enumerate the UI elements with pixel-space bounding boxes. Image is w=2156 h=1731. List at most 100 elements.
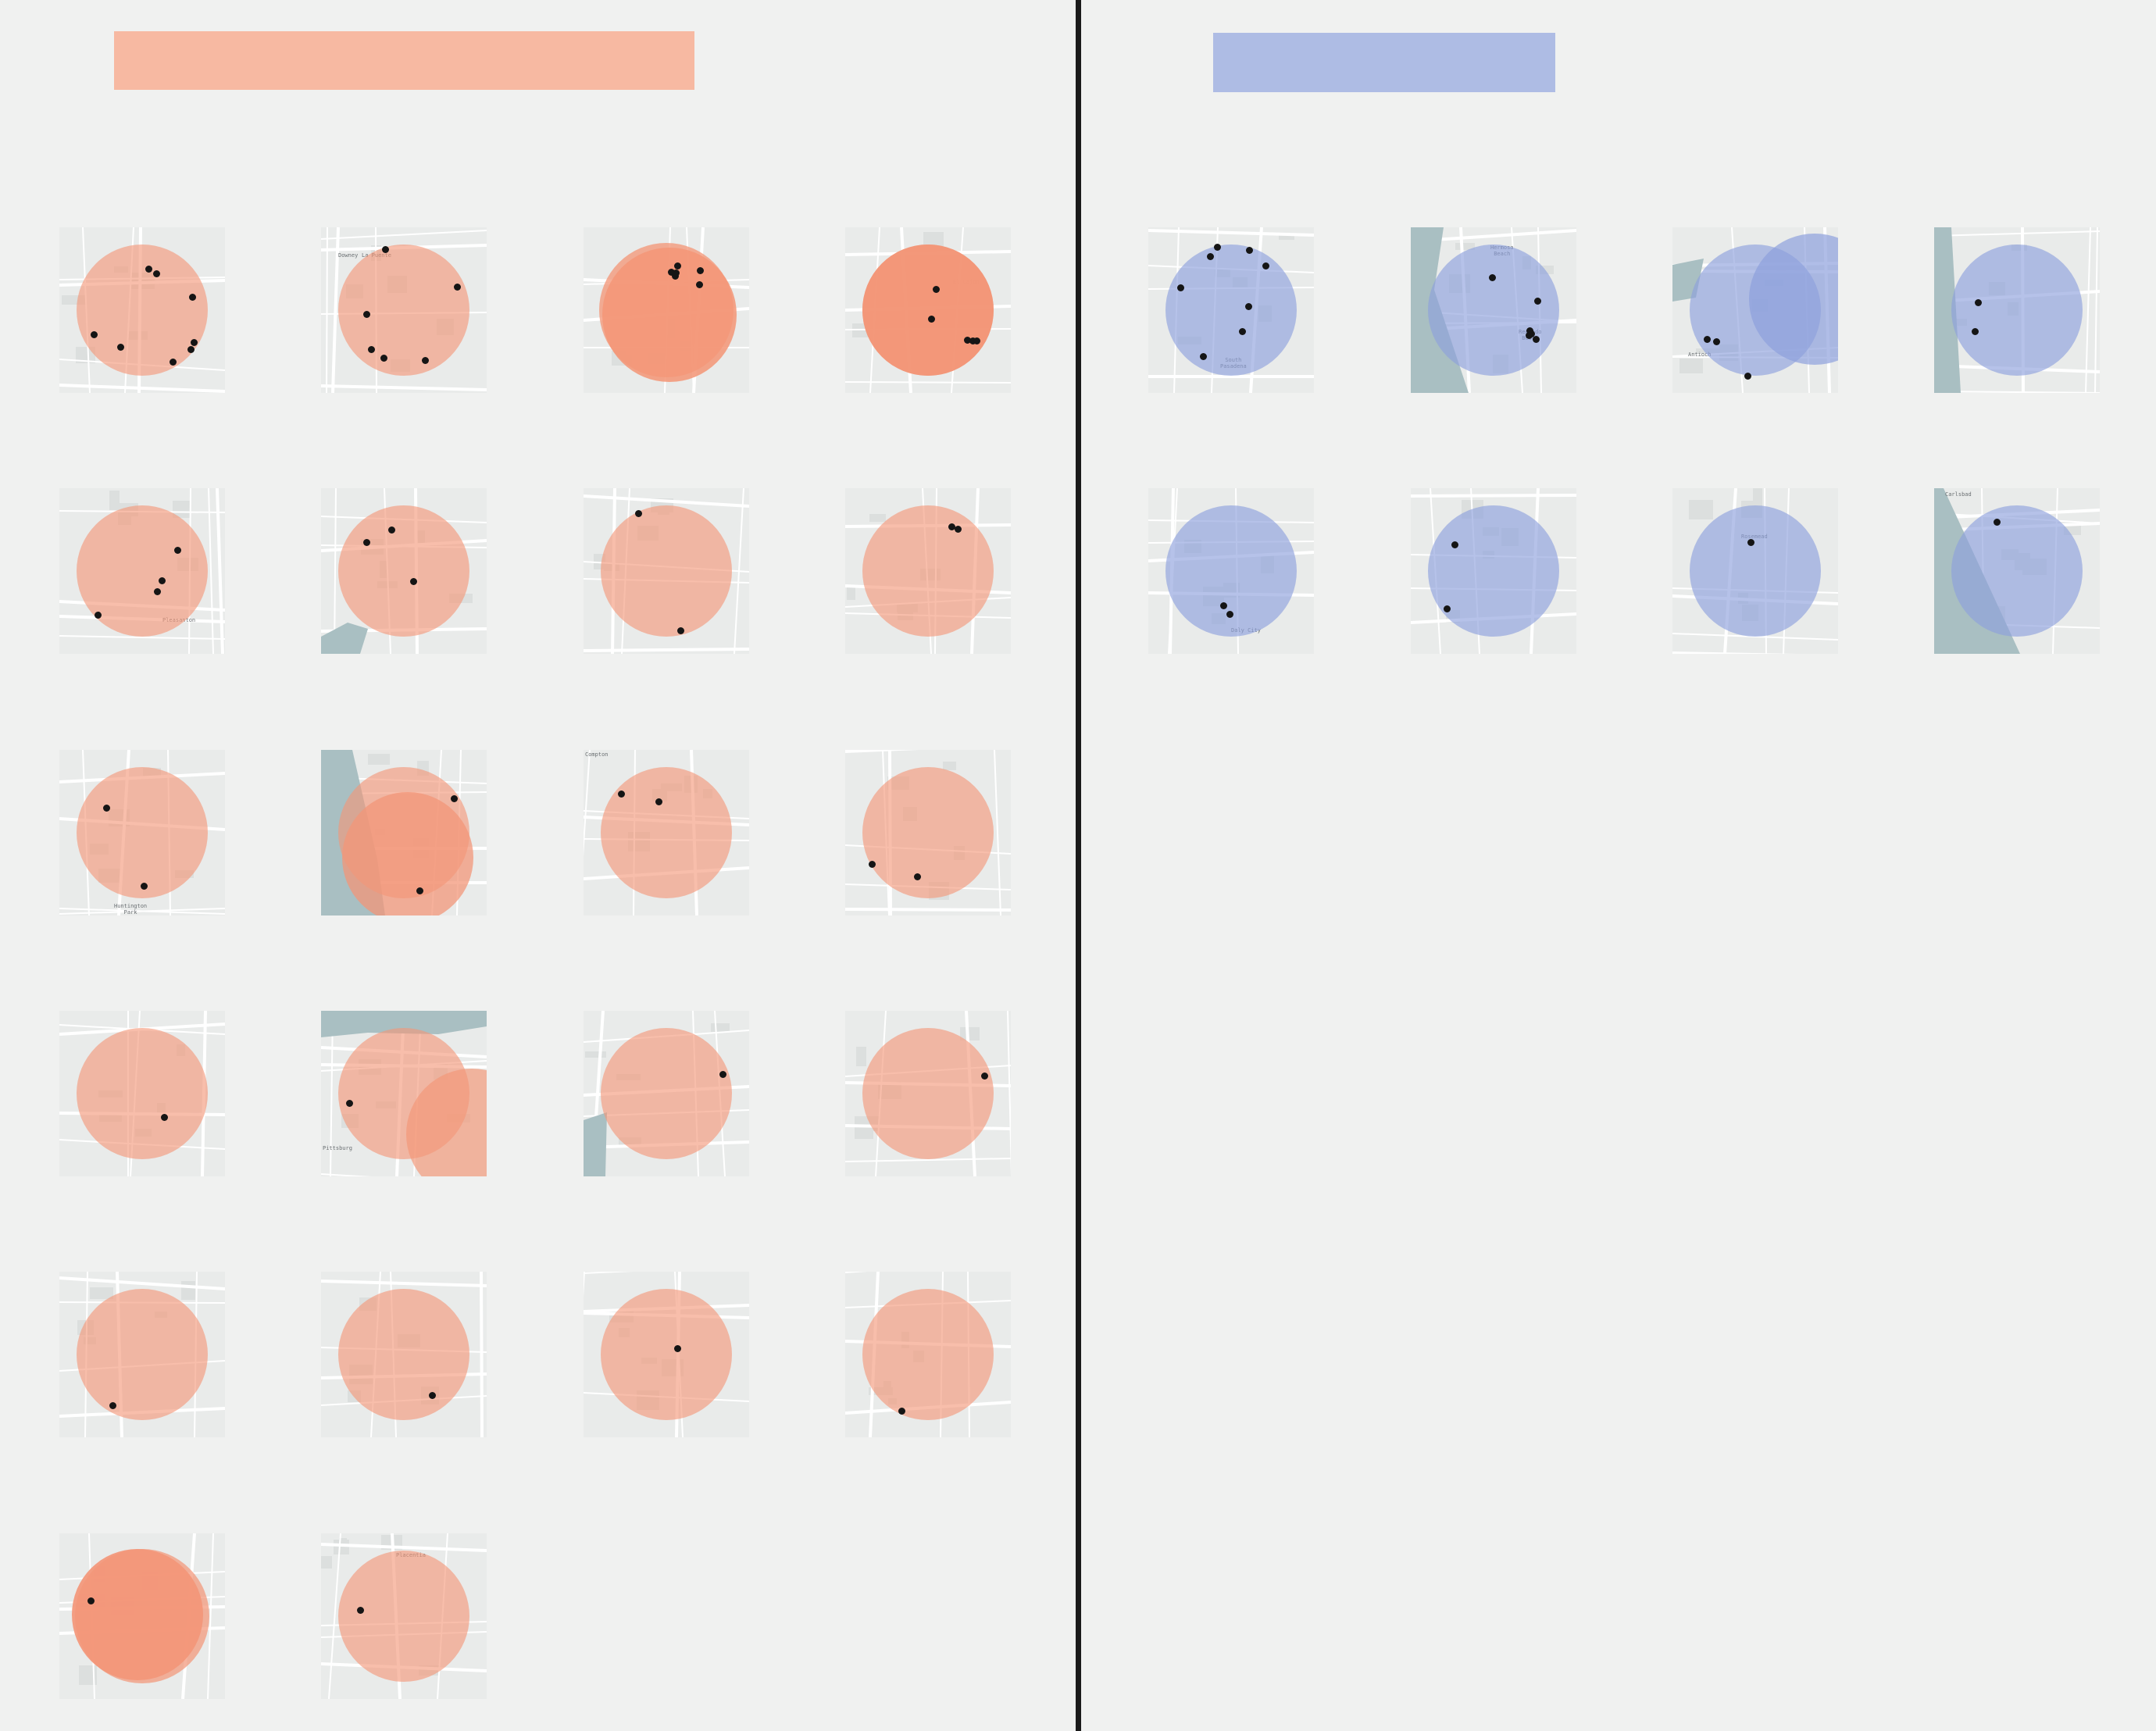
- map-road: [2094, 227, 2098, 393]
- map-road: [845, 381, 1011, 384]
- map-tile: Antioch: [1672, 227, 1838, 393]
- map-road: [59, 908, 225, 915]
- point-marker-icon: [145, 266, 152, 273]
- point-marker-icon: [109, 1402, 116, 1409]
- point-marker-icon: [154, 588, 161, 595]
- map-water: [321, 623, 368, 654]
- point-marker-icon: [948, 523, 955, 530]
- radius-circle: [342, 792, 473, 915]
- radius-circle: [1428, 505, 1559, 637]
- map-road: [334, 488, 337, 654]
- point-marker-icon: [1747, 539, 1754, 546]
- point-marker-icon: [174, 547, 181, 554]
- point-marker-icon: [955, 526, 962, 533]
- radius-circle: [77, 1289, 208, 1420]
- radius-circle: [1951, 505, 2083, 637]
- point-marker-icon: [161, 1114, 168, 1121]
- map-tile: [59, 1272, 225, 1437]
- map-tile: [1411, 488, 1576, 654]
- radius-circle: [862, 244, 994, 376]
- map-road: [330, 1011, 334, 1176]
- map-tile: El Cajon: [845, 227, 1011, 393]
- point-marker-icon: [1200, 353, 1207, 360]
- point-marker-icon: [674, 262, 681, 269]
- map-tile: [59, 227, 225, 393]
- point-marker-icon: [429, 1392, 436, 1399]
- point-marker-icon: [674, 1345, 681, 1352]
- point-marker-icon: [1226, 611, 1233, 618]
- map-block: [181, 1281, 195, 1300]
- point-marker-icon: [1239, 328, 1246, 335]
- map-road: [845, 908, 1011, 912]
- map-tile: [584, 227, 749, 393]
- map-road: [1934, 391, 2100, 393]
- point-marker-icon: [117, 344, 124, 351]
- map-tile: Hermosa BeachRedondo Beach: [1411, 227, 1576, 393]
- radius-circle: [862, 1028, 994, 1159]
- map-block: [847, 585, 855, 600]
- map-road: [331, 227, 340, 393]
- point-marker-icon: [1245, 303, 1252, 310]
- point-marker-icon: [1744, 373, 1751, 380]
- radius-circle: [1690, 505, 1821, 637]
- map-block: [943, 762, 956, 770]
- map-water: [1934, 227, 1961, 393]
- left-panel-header-bar: [114, 31, 694, 90]
- point-marker-icon: [696, 281, 703, 288]
- radius-circle: [338, 505, 469, 637]
- map-tile: [584, 1272, 749, 1437]
- point-marker-icon: [973, 337, 980, 344]
- right-panel-header-bar: [1213, 33, 1555, 92]
- point-marker-icon: [346, 1100, 353, 1107]
- point-marker-icon: [416, 887, 423, 894]
- map-block: [1689, 500, 1713, 519]
- point-marker-icon: [1713, 338, 1720, 345]
- radius-circle: [338, 1551, 469, 1682]
- radius-circle: [862, 767, 994, 898]
- place-label: Huntington Park: [114, 903, 148, 915]
- place-label: Carlsbad: [1945, 491, 1972, 498]
- point-marker-icon: [869, 861, 876, 868]
- point-marker-icon: [1214, 244, 1221, 251]
- map-block: [923, 232, 944, 248]
- point-marker-icon: [673, 269, 680, 277]
- map-road: [321, 1280, 487, 1287]
- place-label: Downey: [338, 252, 359, 259]
- point-marker-icon: [1444, 605, 1451, 612]
- point-marker-icon: [363, 539, 370, 546]
- map-tile: [321, 1272, 487, 1437]
- point-marker-icon: [928, 316, 935, 323]
- map-tile: South Pasadena: [1148, 227, 1314, 393]
- point-marker-icon: [388, 526, 395, 534]
- point-marker-icon: [153, 270, 160, 277]
- radius-circle: [862, 1289, 994, 1420]
- point-marker-icon: [159, 577, 166, 584]
- point-marker-icon: [1207, 253, 1214, 260]
- map-tile: Placentia: [321, 1533, 487, 1699]
- map-tile: Pleasanton: [59, 488, 225, 654]
- map-road: [1934, 230, 2100, 237]
- map-tile: [59, 1533, 225, 1699]
- point-marker-icon: [635, 510, 642, 517]
- point-marker-icon: [363, 311, 370, 318]
- point-marker-icon: [451, 795, 458, 802]
- map-road: [208, 488, 214, 654]
- map-tile: Daly City: [1148, 488, 1314, 654]
- map-block: [90, 1287, 113, 1299]
- place-label: Pittsburg: [323, 1145, 352, 1151]
- map-tile: Huntington Park: [59, 750, 225, 915]
- map-road: [584, 494, 749, 508]
- radius-circle: [601, 505, 732, 637]
- point-marker-icon: [677, 627, 684, 634]
- radius-circle: [862, 505, 994, 637]
- point-marker-icon: [719, 1071, 726, 1078]
- map-block: [368, 754, 390, 765]
- map-tile: [321, 488, 487, 654]
- point-marker-icon: [969, 337, 976, 344]
- map-block: [869, 514, 886, 522]
- point-marker-icon: [898, 1408, 905, 1415]
- point-marker-icon: [1489, 274, 1496, 281]
- map-block: [1279, 234, 1294, 240]
- point-marker-icon: [191, 339, 198, 346]
- radius-circle: [338, 244, 469, 376]
